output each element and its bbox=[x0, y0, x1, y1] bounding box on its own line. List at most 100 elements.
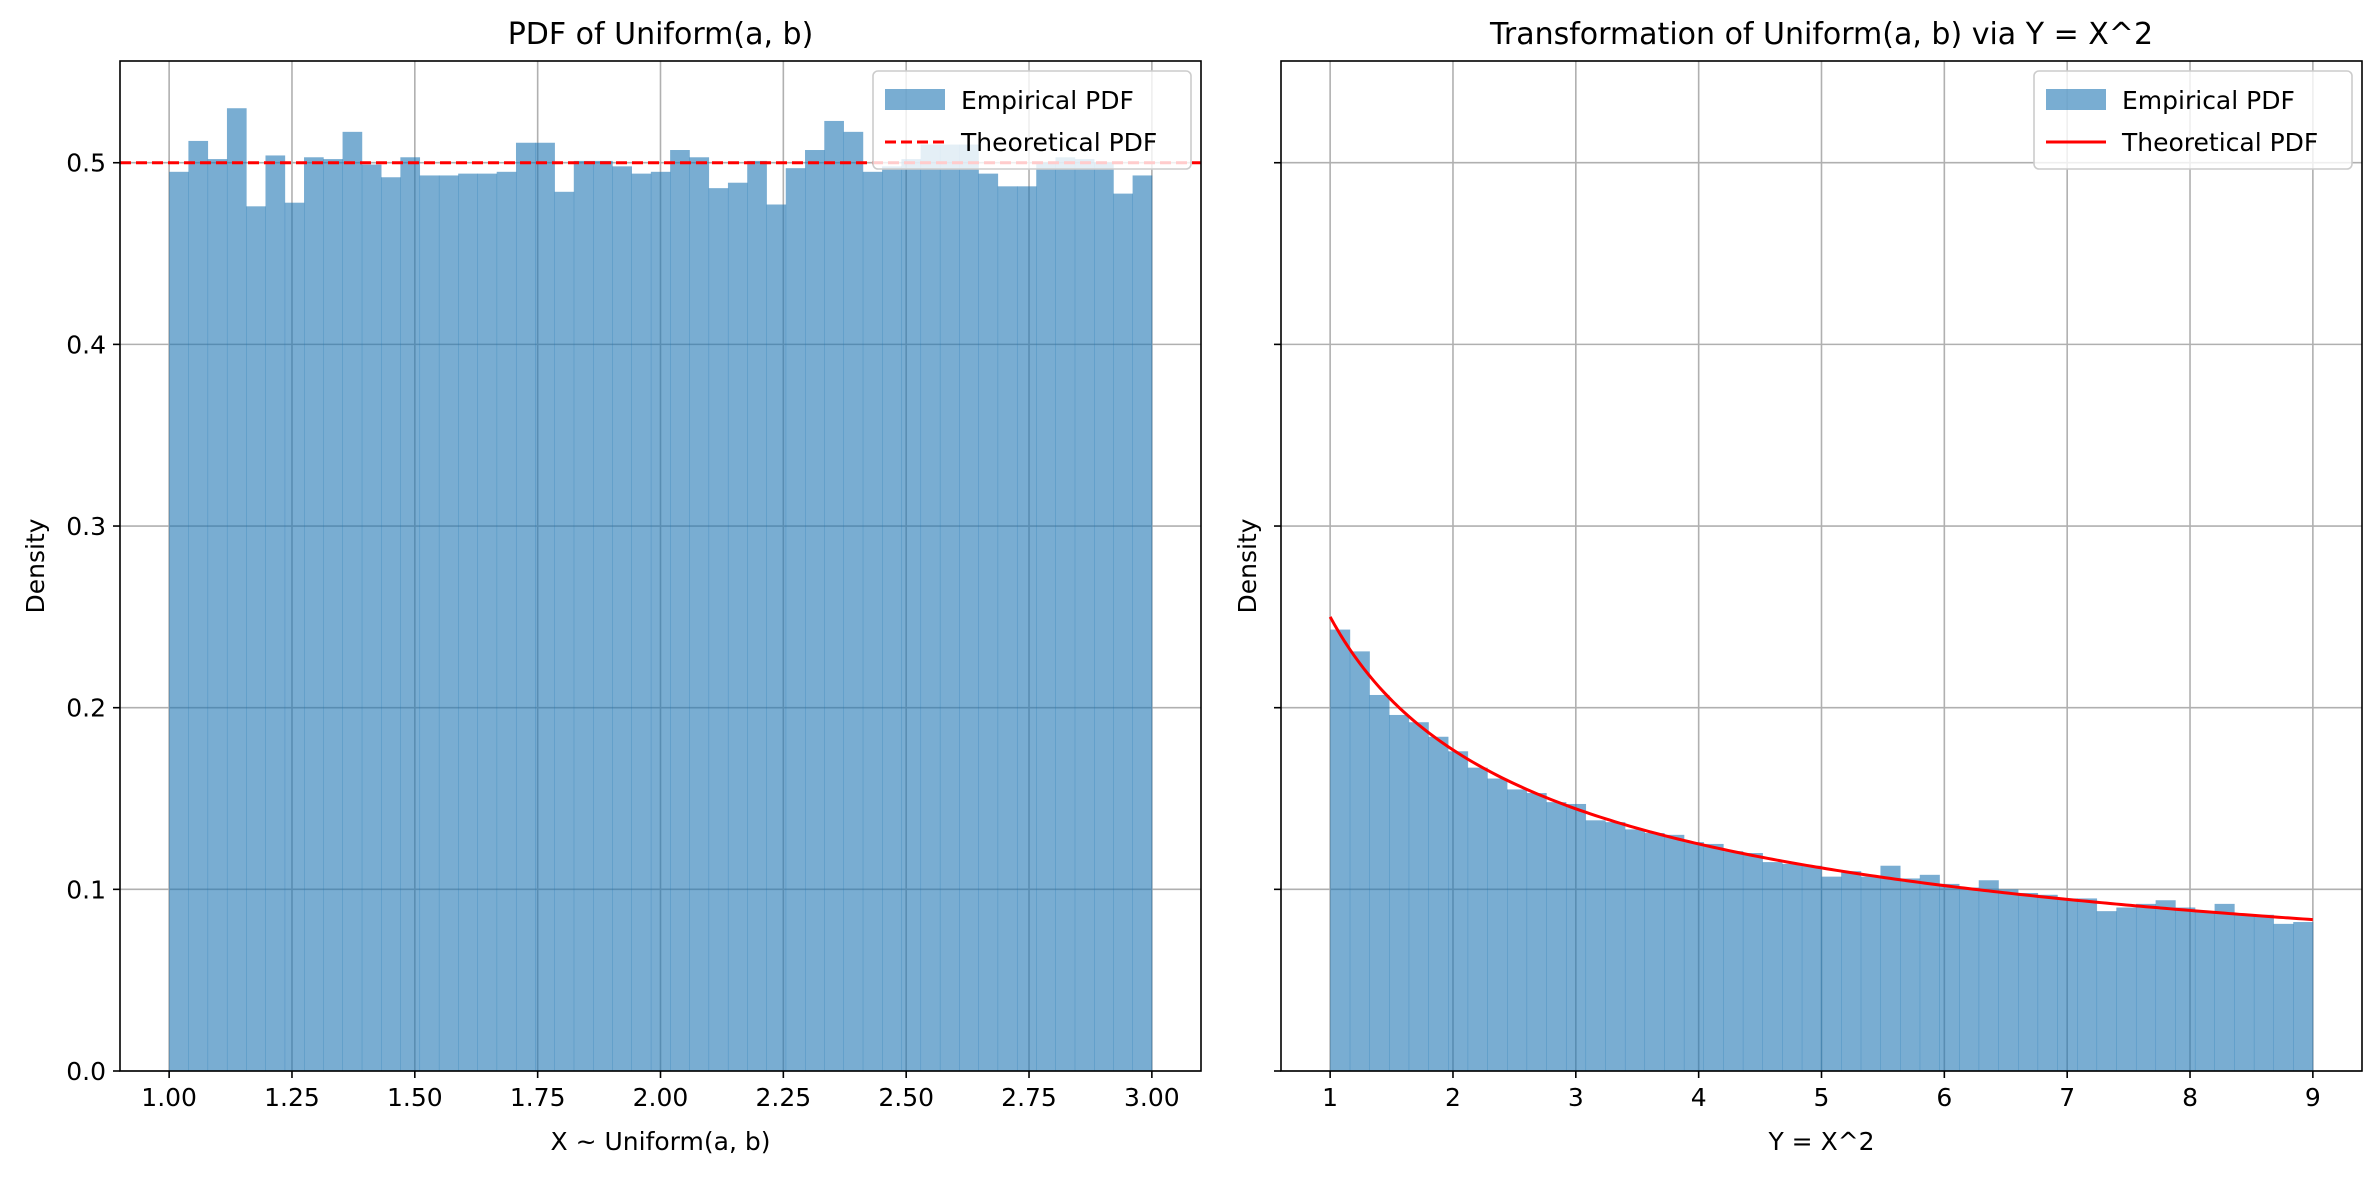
left-histogram-bar bbox=[708, 188, 729, 1072]
right-histogram-bar bbox=[1900, 878, 1921, 1071]
left-histogram-bar bbox=[997, 186, 1018, 1071]
left-histogram-bar bbox=[939, 144, 960, 1071]
left-histogram-bar bbox=[631, 173, 652, 1071]
left-histogram-bar bbox=[400, 157, 421, 1071]
left-histogram-bar bbox=[477, 173, 498, 1071]
right-histogram-bar bbox=[2135, 903, 2157, 1071]
right-histogram-bar bbox=[2037, 894, 2058, 1071]
right-histogram-bar bbox=[2234, 914, 2255, 1071]
left-histogram-bar bbox=[419, 175, 440, 1071]
left-histogram-bar bbox=[766, 204, 787, 1071]
right-x-tick-label: 9 bbox=[2305, 1083, 2321, 1112]
right-histogram-bar bbox=[1703, 843, 1724, 1071]
right-x-axis-label: Y = X^2 bbox=[1767, 1127, 1874, 1156]
left-legend-box bbox=[872, 70, 1192, 170]
left-histogram-bar bbox=[1055, 157, 1076, 1071]
left-histogram-bar bbox=[1016, 186, 1037, 1071]
right-legend-swatch-empirical bbox=[2046, 89, 2106, 110]
left-histogram-bar bbox=[805, 150, 825, 1071]
left-x-tick-label: 3.00 bbox=[1124, 1083, 1180, 1112]
left-y-tick-label: 0.2 bbox=[66, 694, 106, 723]
right-theoretical-curve bbox=[1328, 616, 2313, 922]
right-x-ticks: 1 2 3 4 5 6 7 8 9 bbox=[1322, 1071, 2321, 1112]
right-histogram-bar bbox=[1369, 694, 1390, 1071]
left-y-tick-label: 0.3 bbox=[66, 512, 106, 541]
right-histogram-bar bbox=[1565, 803, 1587, 1071]
right-x-tick-label: 8 bbox=[2182, 1083, 2198, 1112]
right-histogram-bar bbox=[1939, 883, 1960, 1071]
left-histogram-bar bbox=[1074, 159, 1095, 1072]
left-histogram-bar bbox=[496, 171, 517, 1072]
left-chart-panel: 1.00 1.25 1.50 1.75 2.00 2.25 2.50 2.75 3.00 0.0… bbox=[21, 17, 1202, 1156]
right-histogram-bar bbox=[2155, 900, 2176, 1071]
left-y-axis-label: Density bbox=[21, 518, 50, 613]
left-histogram-bar bbox=[535, 142, 555, 1071]
left-histogram-bar bbox=[265, 155, 286, 1071]
right-legend-label-empirical: Empirical PDF bbox=[2122, 86, 2295, 115]
left-histogram-bar bbox=[342, 131, 363, 1071]
left-x-tick-label: 1.50 bbox=[387, 1083, 443, 1112]
left-legend: Empirical PDF Theoretical PDF bbox=[872, 70, 1192, 170]
left-histogram-bar bbox=[188, 140, 209, 1072]
left-histogram-bar bbox=[1036, 162, 1056, 1071]
right-histogram-bar bbox=[1821, 876, 1842, 1071]
left-x-tick-label: 1.25 bbox=[264, 1083, 320, 1112]
left-histogram-bar bbox=[323, 159, 343, 1072]
right-histogram-bar bbox=[2096, 911, 2117, 1071]
left-histogram-bar bbox=[901, 159, 922, 1072]
left-y-ticks: 0.0 0.1 0.2 0.3 0.4 0.5 bbox=[66, 149, 120, 1086]
right-histogram-bar bbox=[1389, 714, 1410, 1071]
left-histogram-bar bbox=[612, 166, 632, 1071]
right-histogram-bar bbox=[1428, 736, 1449, 1071]
right-histogram-bar bbox=[1841, 871, 1862, 1071]
right-histogram-bar bbox=[1526, 793, 1547, 1071]
left-histogram-bar bbox=[978, 173, 999, 1071]
right-histogram-bar bbox=[1919, 874, 1940, 1071]
left-histogram-bar bbox=[959, 144, 979, 1071]
right-histogram-bar bbox=[1860, 876, 1881, 1071]
left-histogram-bar bbox=[226, 108, 247, 1071]
left-histogram-bar bbox=[554, 191, 575, 1071]
right-histogram-bar bbox=[1330, 629, 1351, 1071]
right-legend-label-theoretical: Theoretical PDF bbox=[2121, 128, 2318, 157]
left-histogram-bar bbox=[1132, 175, 1153, 1071]
right-histogram-bar bbox=[1880, 865, 1901, 1071]
right-histogram-bar bbox=[2273, 923, 2294, 1071]
right-histogram-bar bbox=[2293, 922, 2314, 1071]
right-histogram-bar bbox=[2194, 911, 2215, 1071]
left-y-tick-label: 0.0 bbox=[66, 1057, 106, 1086]
right-x-tick-label: 7 bbox=[2059, 1083, 2075, 1112]
right-histogram-bar bbox=[2057, 898, 2078, 1071]
left-x-tick-label: 2.75 bbox=[1001, 1083, 1057, 1112]
left-x-tick-label: 2.50 bbox=[878, 1083, 934, 1112]
right-histogram-bar bbox=[2077, 898, 2098, 1071]
right-histogram-bar bbox=[1467, 767, 1488, 1071]
right-histogram-bar bbox=[1959, 887, 1980, 1071]
right-histogram-bar bbox=[1723, 851, 1744, 1071]
right-histogram-bar bbox=[1998, 889, 2019, 1071]
right-histogram-bar bbox=[1644, 833, 1665, 1071]
right-histogram-bar bbox=[1742, 853, 1763, 1071]
left-histogram-bar bbox=[304, 157, 324, 1071]
left-legend-label-theoretical: Theoretical PDF bbox=[960, 128, 1157, 157]
left-legend-swatch-empirical bbox=[885, 89, 945, 110]
right-histogram-bar bbox=[2214, 903, 2235, 1071]
left-histogram-bar bbox=[284, 202, 305, 1071]
right-x-tick-label: 4 bbox=[1691, 1083, 1707, 1112]
right-histogram-bars bbox=[1330, 629, 2314, 1071]
left-x-tick-label: 1.75 bbox=[510, 1083, 566, 1112]
left-y-tick-label: 0.5 bbox=[66, 149, 106, 178]
left-y-tick-label: 0.1 bbox=[66, 875, 106, 904]
right-x-tick-label: 2 bbox=[1445, 1083, 1461, 1112]
right-histogram-bar bbox=[1408, 722, 1429, 1071]
left-histogram-bar bbox=[593, 160, 613, 1072]
left-y-tick-label: 0.4 bbox=[66, 330, 106, 359]
right-histogram-bar bbox=[1624, 829, 1646, 1071]
left-histogram-bar bbox=[438, 175, 459, 1071]
right-histogram-bar bbox=[1487, 778, 1508, 1071]
left-histogram-bar bbox=[727, 182, 748, 1072]
left-histogram-bar bbox=[169, 171, 189, 1072]
left-histogram-bar bbox=[458, 173, 478, 1071]
right-histogram-bar bbox=[1507, 789, 1528, 1071]
